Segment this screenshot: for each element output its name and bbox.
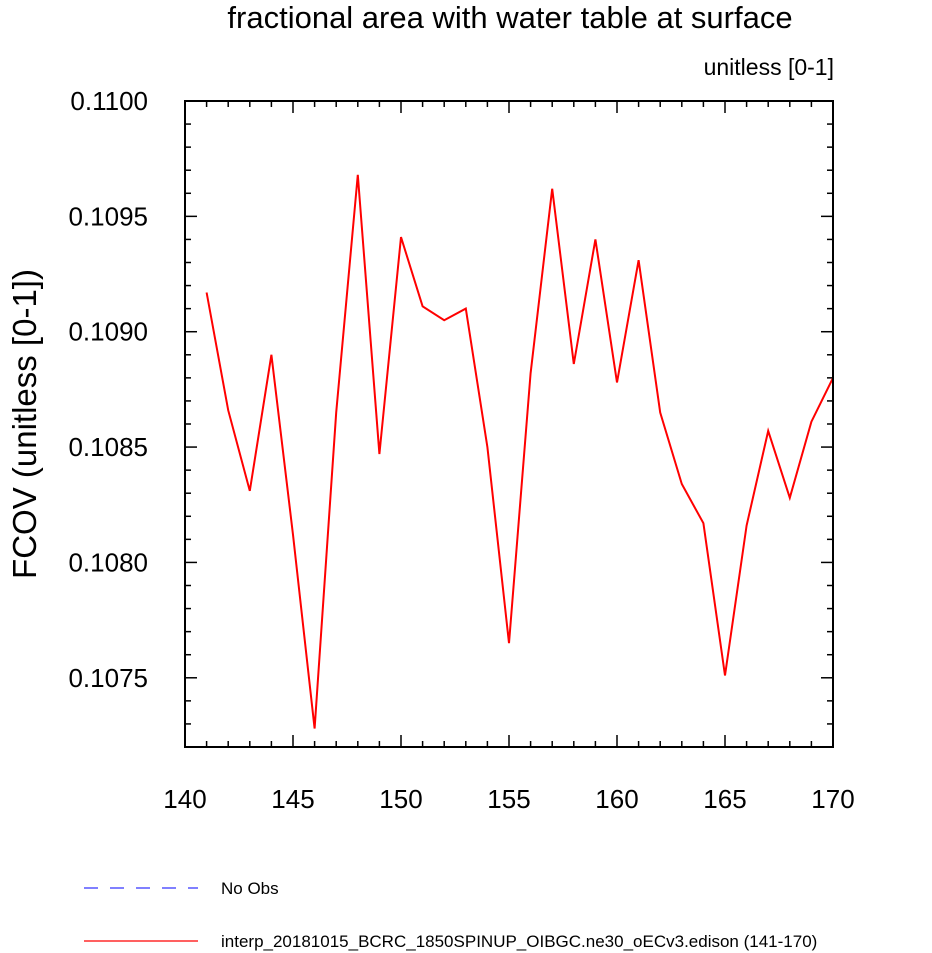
chart-title: fractional area with water table at surf…: [227, 0, 792, 35]
plot-frame: [184, 100, 834, 748]
x-axis: 140 145 150 155 160 165 170: [163, 784, 854, 814]
x-tick-label: 160: [595, 784, 638, 814]
units-label: unitless [0-1]: [704, 54, 834, 80]
legend-label-no-obs: No Obs: [221, 879, 279, 898]
y-tick-label: 0.1090: [68, 317, 148, 347]
y-tick-label: 0.1080: [68, 547, 148, 577]
axis-ticks: [184, 100, 834, 748]
legend: No Obs interp_20181015_BCRC_1850SPINUP_O…: [84, 879, 817, 951]
y-tick-label: 0.1085: [68, 432, 148, 462]
x-tick-label: 145: [271, 784, 314, 814]
x-tick-label: 140: [163, 784, 206, 814]
y-tick-label: 0.1095: [68, 201, 148, 231]
x-tick-label: 155: [487, 784, 530, 814]
x-tick-label: 165: [703, 784, 746, 814]
legend-label-model: interp_20181015_BCRC_1850SPINUP_OIBGC.ne…: [221, 932, 817, 951]
y-tick-label: 0.1075: [68, 663, 148, 693]
plot-series: [205, 174, 834, 729]
y-axis-label: FCOV (unitless [0-1]): [6, 269, 43, 579]
x-tick-label: 150: [379, 784, 422, 814]
y-axis: 0.1075 0.1080 0.1085 0.1090 0.1095 0.1100: [68, 86, 148, 693]
series-line: [205, 174, 834, 729]
x-tick-label: 170: [811, 784, 854, 814]
y-tick-label: 0.1100: [70, 86, 148, 116]
